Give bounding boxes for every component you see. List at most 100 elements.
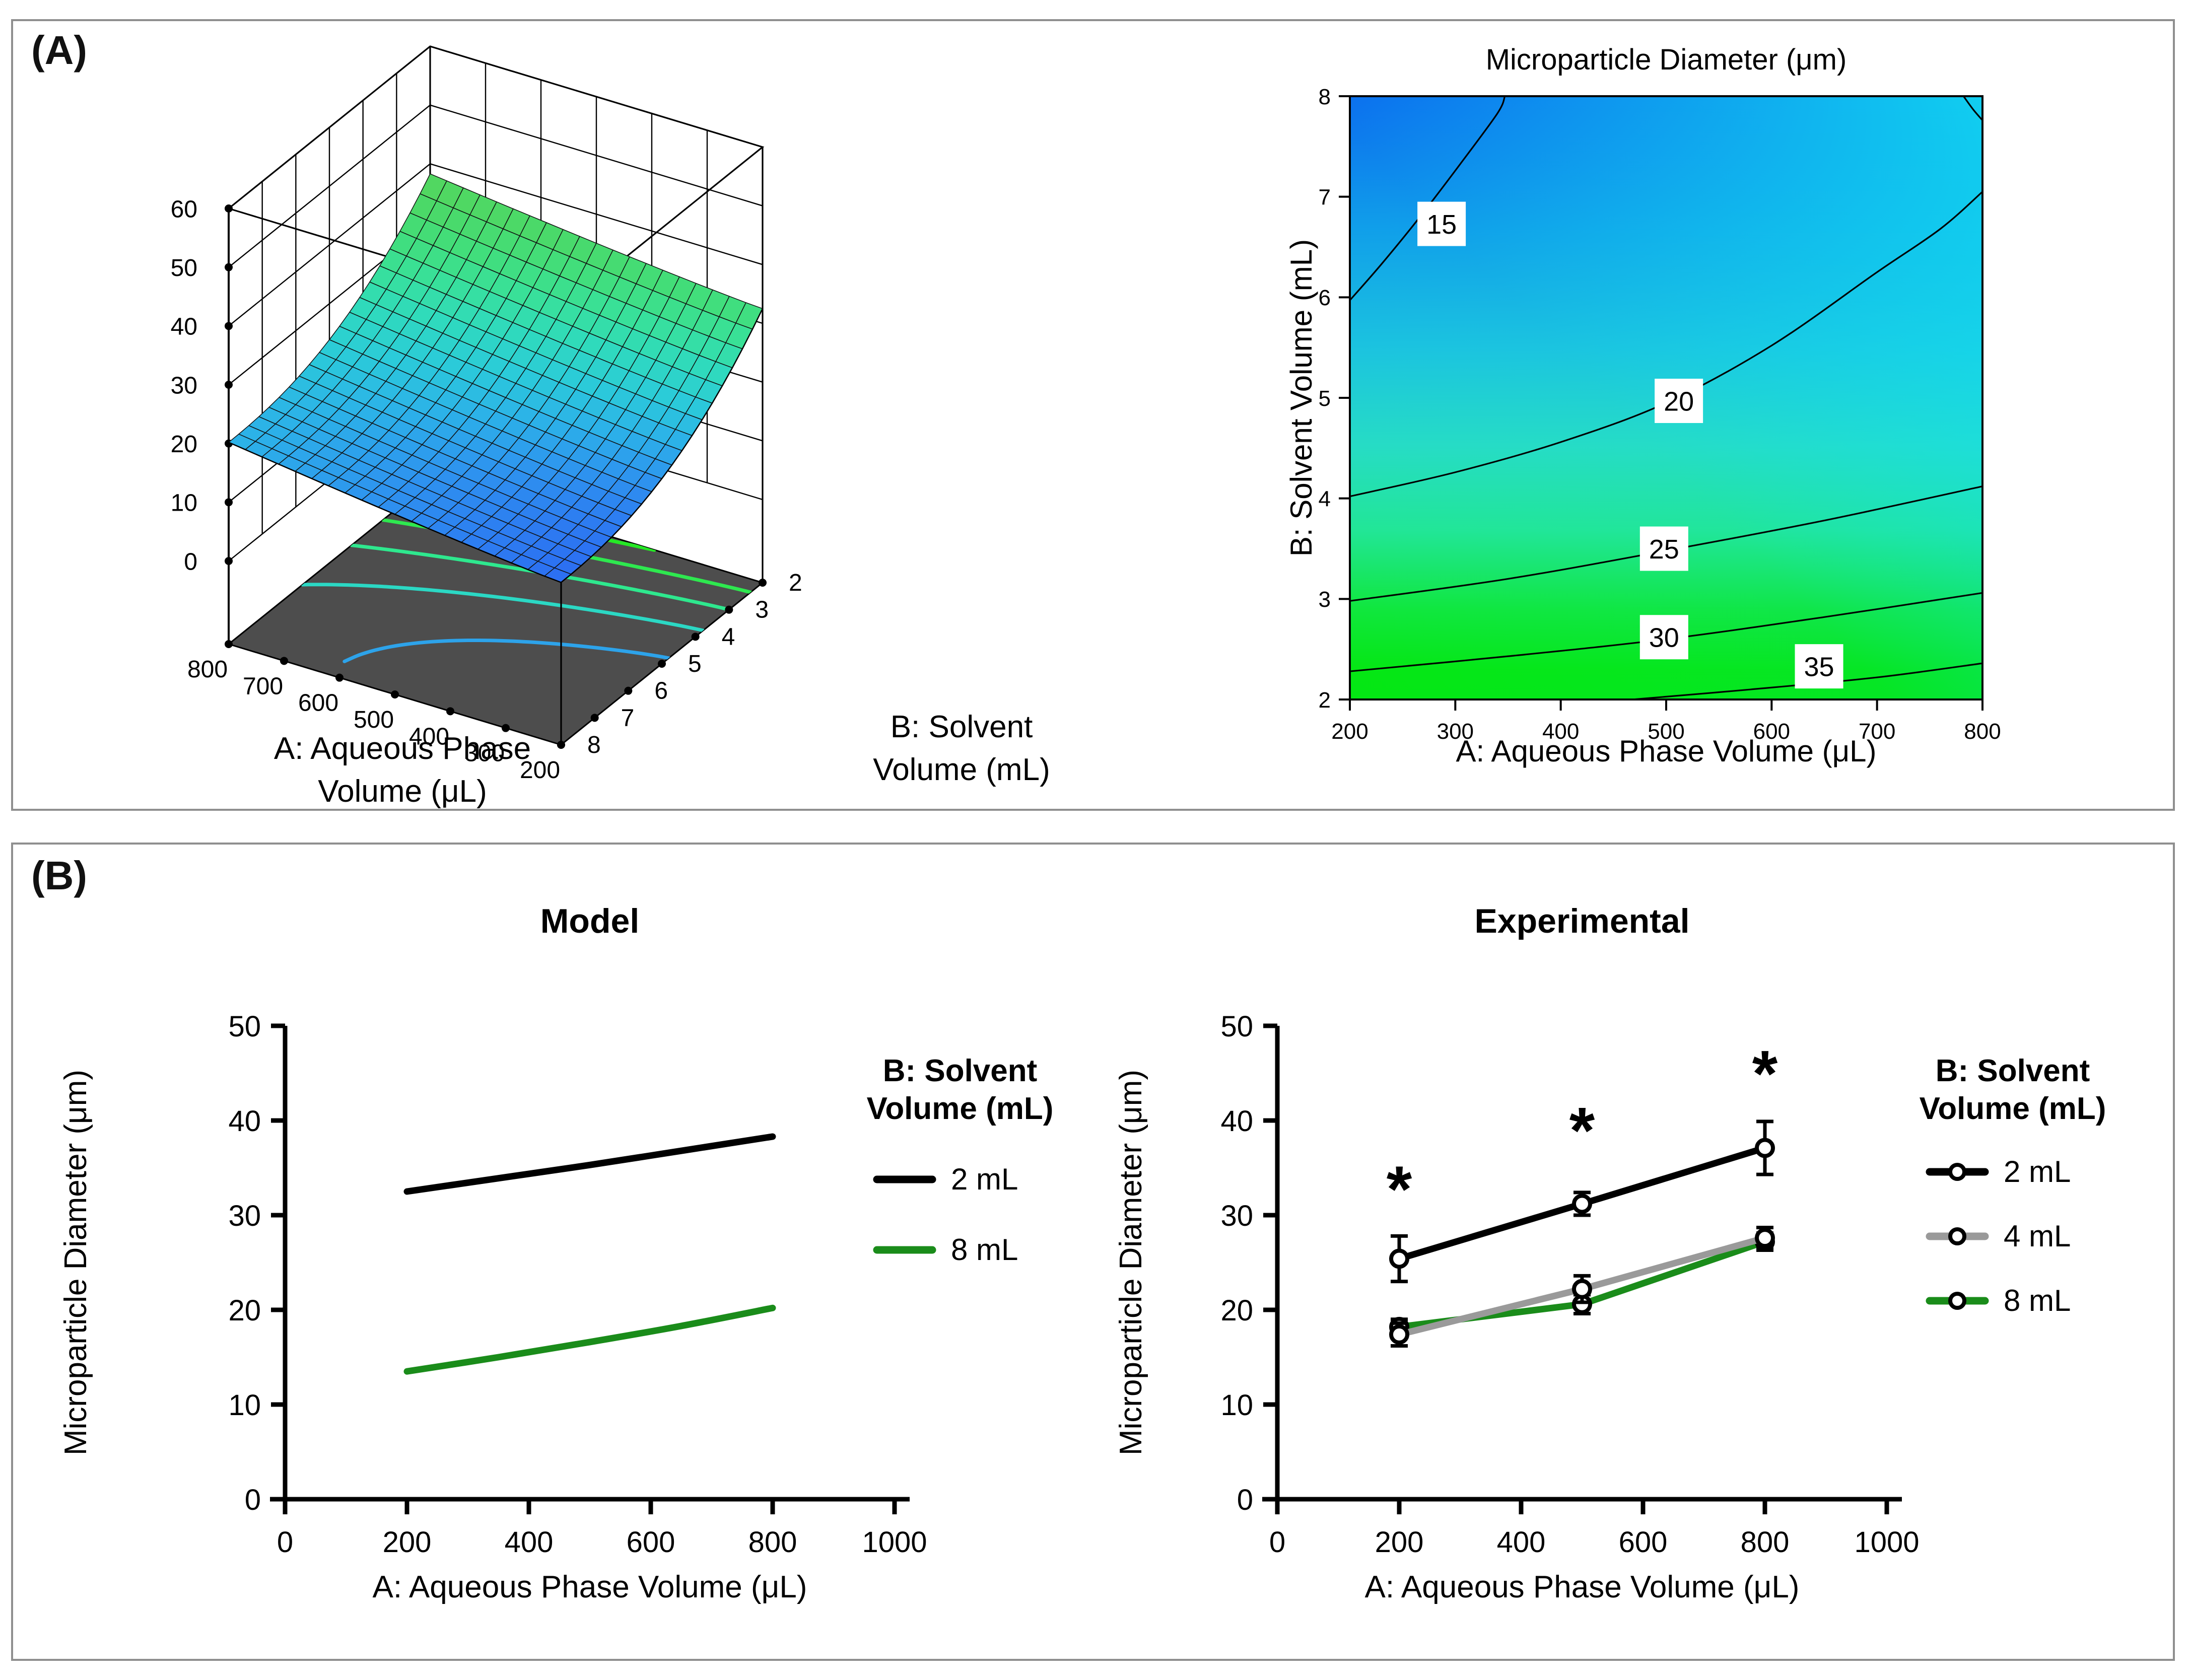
a-tick-label: 600 — [298, 690, 338, 717]
x-tick-label: 1000 — [862, 1526, 927, 1559]
axes — [1339, 95, 1983, 711]
x-tick-label: 600 — [1753, 719, 1790, 744]
b-tick-dot — [624, 686, 633, 695]
panel-b-label: (B) — [31, 853, 88, 898]
model-chart: Model A: Aqueous Phase Volume (μL) Micropa… — [58, 902, 1054, 1604]
series-line — [403, 1304, 776, 1375]
y-tick-label: 50 — [228, 1010, 261, 1043]
b-tick-dot — [725, 605, 733, 614]
series-group — [403, 1133, 776, 1375]
wall-grid-line — [430, 163, 763, 265]
contour-label-box — [1795, 644, 1843, 689]
b-tick-label: 7 — [621, 705, 635, 731]
x-tick-label: 300 — [1437, 719, 1474, 744]
y-tick-label: 0 — [1237, 1484, 1253, 1516]
x-tick-label: 800 — [1741, 1526, 1790, 1559]
legend-marker — [1948, 1227, 1966, 1245]
y-axis-label: B: Solvent Volume (mL) — [1284, 239, 1318, 556]
data-point-marker — [1572, 1279, 1592, 1299]
surface-front-edge — [228, 442, 562, 583]
panel-a: (A) 800 700 600 500 400 300 200 8 7 6 5 4 3 2 A: Aqueo… — [11, 19, 2175, 811]
z-tick-label: 60 — [171, 196, 197, 223]
x-tick-label: 600 — [1619, 1526, 1668, 1559]
y-tick-label: 50 — [1220, 1010, 1253, 1043]
y-tick-label: 30 — [1220, 1200, 1253, 1232]
series-group — [1389, 1119, 1775, 1348]
b-tick-dot — [691, 633, 700, 641]
z-tick-label: 20 — [171, 431, 197, 458]
contour-plot: 15 20 25 30 35 200 300 400 500 600 700 800 2 3 4 5 6 7 8 Mi… — [1284, 43, 2001, 768]
legend-entry-label: 2 mL — [951, 1162, 1018, 1196]
b-tick-label: 8 — [587, 732, 601, 758]
axes — [1262, 1023, 1902, 1514]
b-axis-label: B: Solvent — [891, 710, 1033, 744]
b-tick-dot — [658, 660, 666, 668]
x-tick-label: 500 — [1648, 719, 1684, 744]
y-tick-label: 10 — [1220, 1389, 1253, 1422]
contour-label-box — [1639, 615, 1688, 660]
x-tick-label: 600 — [627, 1526, 675, 1559]
contour-label: 35 — [1804, 652, 1834, 682]
series-4-mL — [1389, 1225, 1775, 1348]
contour-label-box — [1655, 378, 1703, 423]
y-tick-label: 4 — [1319, 487, 1331, 512]
x-tick-label: 800 — [1964, 719, 2001, 744]
a-tick-dot — [391, 690, 399, 698]
y-tick-label: 20 — [1220, 1294, 1253, 1327]
z-tick-label: 0 — [184, 548, 197, 575]
a-tick-label: 400 — [409, 723, 449, 750]
significance-asterisk: * — [1569, 1093, 1595, 1167]
contour-line — [1963, 96, 1983, 121]
contour-lines: 15 20 25 30 35 — [1349, 96, 1983, 701]
z-tick-dot — [225, 498, 233, 507]
panel-b: (B) Model A: Aqueous Phase Volume (μL) Mic… — [11, 843, 2175, 1661]
surface-mesh — [228, 173, 764, 583]
a-tick-label: 700 — [243, 673, 283, 699]
x-tick-label: 0 — [1269, 1526, 1285, 1559]
legend-entry-label: 8 mL — [951, 1233, 1018, 1267]
y-axis-label: Microparticle Diameter (μm) — [58, 1070, 93, 1455]
experimental-chart: Experimental A: Aqueous Phase Volume (μL)… — [1114, 902, 2106, 1604]
x-tick-label: 700 — [1859, 719, 1895, 744]
chart-title: Model — [540, 902, 639, 940]
series-2-mL — [1389, 1119, 1775, 1284]
x-tick-label: 400 — [505, 1526, 554, 1559]
a-tick-label: 300 — [464, 740, 505, 767]
b-tick-dot — [590, 714, 599, 722]
x-tick-label: 1000 — [1854, 1526, 1919, 1559]
wall-grid-line — [228, 163, 431, 327]
y-tick-label: 40 — [1220, 1105, 1253, 1138]
contour-label: 20 — [1664, 386, 1694, 416]
legend-entry-label: 4 mL — [2004, 1219, 2071, 1253]
b-axis-label: Volume (mL) — [873, 752, 1050, 787]
legend-entry-label: 2 mL — [2004, 1155, 2071, 1188]
chart-title: Microparticle Diameter (μm) — [1486, 43, 1847, 76]
z-tick-label: 10 — [171, 490, 197, 517]
x-axis-label: A: Aqueous Phase Volume (μL) — [1365, 1570, 1800, 1604]
a-tick-dot — [502, 724, 510, 732]
b-tick-label: 3 — [755, 597, 769, 623]
z-tick-label: 40 — [171, 314, 197, 340]
x-tick-label: 400 — [1542, 719, 1579, 744]
a-tick-label: 200 — [520, 757, 560, 784]
contour-label: 25 — [1649, 534, 1679, 565]
y-tick-label: 20 — [228, 1294, 261, 1327]
data-point-marker — [1389, 1248, 1409, 1269]
data-point-marker — [1389, 1324, 1409, 1345]
contour-line-15 — [1349, 96, 1506, 301]
floor-contour-18 — [343, 638, 671, 663]
contour-label: 15 — [1426, 209, 1457, 240]
a-tick-dot — [446, 707, 454, 716]
x-tick-label: 400 — [1497, 1526, 1546, 1559]
z-tick-dot — [225, 381, 233, 389]
series-8-mL — [403, 1304, 776, 1375]
z-tick-dot — [225, 263, 233, 271]
y-tick-label: 30 — [228, 1200, 261, 1232]
x-tick-label: 200 — [1375, 1526, 1424, 1559]
data-point-marker — [1755, 1138, 1775, 1158]
x-tick-label: 0 — [277, 1526, 293, 1559]
z-tick-dot — [225, 557, 233, 565]
y-tick-label: 40 — [228, 1105, 261, 1138]
